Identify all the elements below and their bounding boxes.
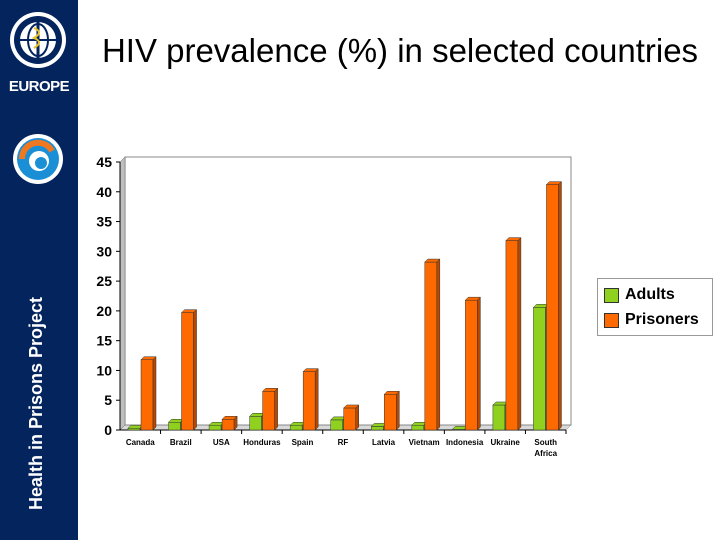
x-tick-label-ukraine: Ukraine bbox=[491, 438, 521, 447]
bar-adults-vietnam bbox=[411, 424, 425, 431]
bar-side-prisoners-honduras bbox=[274, 387, 278, 431]
bar-adults-latvia bbox=[371, 426, 384, 431]
bar-side-prisoners-rf bbox=[355, 404, 359, 431]
legend-swatch-prisoners bbox=[604, 312, 619, 328]
bar-adults-brazil bbox=[168, 422, 181, 431]
y-tick-label: 30 bbox=[96, 243, 112, 259]
bar-side-prisoners-indonesia bbox=[477, 296, 481, 431]
y-tick-label: 0 bbox=[104, 422, 112, 438]
legend-label-adults: Adults bbox=[625, 286, 675, 303]
x-tick-label-usa: USA bbox=[213, 438, 230, 447]
y-tick-label: 35 bbox=[96, 214, 112, 230]
bar-adults-rf bbox=[330, 419, 343, 431]
bar-chart: 0 5 10 15 20 25 30 35 40 45 Canada Brazil USA Hondura… bbox=[96, 154, 572, 458]
bar-side-prisoners-vietnam bbox=[436, 258, 441, 431]
bar-side-prisoners-spain bbox=[314, 368, 319, 431]
y-tick-label: 25 bbox=[96, 273, 112, 289]
bar-side-prisoners-usa bbox=[233, 415, 238, 431]
bar-adults-south-africa bbox=[533, 307, 546, 431]
legend-label-prisoners: Prisoners bbox=[625, 311, 699, 328]
bar-prisoners-honduras bbox=[262, 391, 275, 431]
x-tick-label-vietnam: Vietnam bbox=[409, 438, 440, 447]
bar-prisoners-spain bbox=[302, 371, 316, 431]
bar-side-prisoners-latvia bbox=[396, 390, 400, 431]
legend-item-prisoners: Prisoners bbox=[604, 310, 699, 330]
sidebar: EUROPE Health in Prisons Project bbox=[0, 0, 78, 540]
bar-adults-usa bbox=[208, 424, 222, 431]
bar-side-prisoners-south-africa bbox=[558, 181, 562, 431]
x-tick-label-spain: Spain bbox=[292, 438, 314, 447]
project-name-label: Health in Prisons Project bbox=[26, 296, 46, 510]
bar-prisoners-latvia bbox=[384, 394, 397, 431]
x-tick-label-brazil: Brazil bbox=[170, 438, 192, 447]
bar-prisoners-south-africa bbox=[546, 184, 559, 431]
legend-item-adults: Adults bbox=[604, 285, 675, 305]
x-tick-label-honduras: Honduras bbox=[243, 438, 281, 447]
y-tick-label: 5 bbox=[104, 392, 112, 408]
bar-adults-spain bbox=[289, 424, 303, 431]
bar-side-prisoners-canada bbox=[152, 356, 157, 431]
x-tick-label-rf: RF bbox=[338, 438, 349, 447]
bar-side-prisoners-brazil bbox=[193, 309, 197, 431]
bar-prisoners-brazil bbox=[181, 312, 194, 431]
bar-prisoners-rf bbox=[343, 407, 356, 431]
legend: Adults Prisoners bbox=[597, 278, 713, 336]
x-tick-label-indonesia: Indonesia bbox=[446, 438, 484, 447]
plot-side-wall bbox=[119, 156, 126, 431]
y-tick-label: 45 bbox=[96, 154, 112, 170]
x-tick-label-latvia: Latvia bbox=[372, 438, 396, 447]
bar-prisoners-usa bbox=[221, 419, 235, 431]
plot-area bbox=[120, 157, 571, 430]
brand-label: EUROPE bbox=[8, 78, 70, 95]
y-tick-label: 10 bbox=[96, 362, 112, 378]
bar-adults-honduras bbox=[249, 416, 262, 431]
who-emblem-icon bbox=[10, 12, 66, 68]
x-tick-label-canada: Canada bbox=[126, 438, 155, 447]
legend-swatch-adults bbox=[604, 287, 619, 303]
x-tick-label-south-africa: South Africa bbox=[534, 438, 557, 458]
bar-adults-canada bbox=[127, 427, 141, 431]
y-tick-label: 40 bbox=[96, 184, 112, 200]
bar-prisoners-ukraine bbox=[505, 240, 519, 431]
bar-adults-ukraine bbox=[492, 404, 506, 431]
y-tick-label: 15 bbox=[96, 333, 112, 349]
chart-title: HIV prevalence (%) in selected countries bbox=[101, 32, 699, 69]
bar-side-prisoners-ukraine bbox=[517, 237, 522, 431]
bar-prisoners-vietnam bbox=[424, 261, 438, 431]
y-tick-label: 20 bbox=[96, 303, 112, 319]
project-logo-icon bbox=[13, 134, 63, 184]
bar-prisoners-indonesia bbox=[465, 299, 478, 431]
bar-prisoners-canada bbox=[140, 359, 154, 431]
